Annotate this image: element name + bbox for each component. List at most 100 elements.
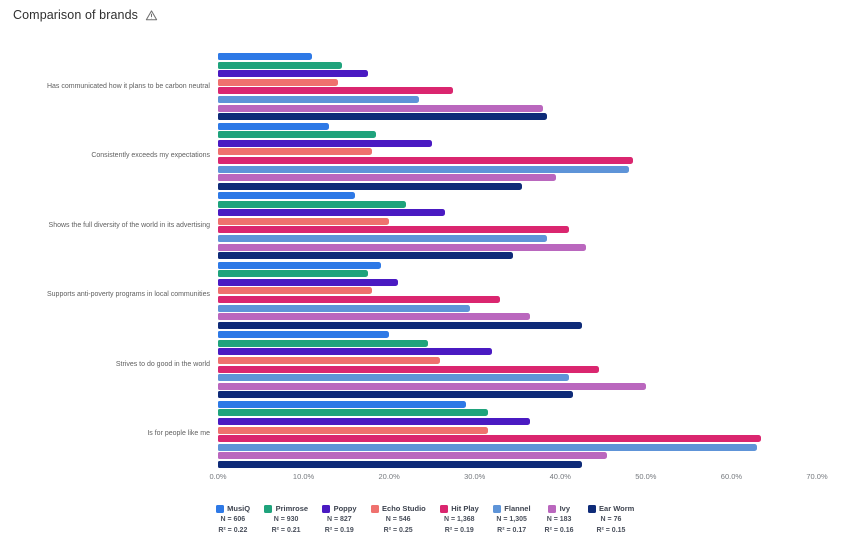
legend-item-header: Flannel — [492, 504, 531, 514]
bar-musiq[interactable] — [218, 331, 390, 339]
bar-primrose[interactable] — [218, 270, 368, 278]
bar-musiq[interactable] — [218, 400, 467, 408]
bar-poppy[interactable] — [218, 209, 445, 217]
bar-primrose[interactable] — [218, 131, 377, 139]
bar-ivy[interactable] — [218, 313, 531, 321]
legend: MusiQ N = 606 R² = 0.22 Primrose N = 930 R² =… — [0, 504, 850, 536]
bar-ear-worm[interactable] — [218, 321, 582, 329]
bar-poppy[interactable] — [218, 417, 531, 425]
category-label: Shows the full diversity of the world in… — [48, 221, 210, 229]
category-label: Is for people like me — [147, 430, 210, 438]
x-tick-label: 20.0% — [378, 472, 400, 481]
bar-echo-studio[interactable] — [218, 148, 373, 156]
bar-poppy[interactable] — [218, 348, 492, 356]
legend-item-poppy[interactable]: Poppy N = 827 R² = 0.19 — [322, 504, 357, 536]
bar-flannel[interactable] — [218, 235, 548, 243]
bar-ivy[interactable] — [218, 452, 608, 460]
bar-ear-worm[interactable] — [218, 252, 514, 260]
bar-ear-worm[interactable] — [218, 113, 548, 121]
x-axis: 0.0% 10.0% 20.0% 30.0% 40.0% 50.0% 60.0% 70.0% — [209, 472, 827, 484]
x-tick-label: 50.0% — [635, 472, 657, 481]
bar-hit-play[interactable] — [218, 156, 634, 164]
legend-series-name: Primrose — [275, 504, 309, 513]
legend-item-ear-worm[interactable]: Ear Worm N = 76 R² = 0.15 — [587, 504, 635, 536]
bar-primrose[interactable] — [218, 200, 407, 208]
legend-sample-size: N = 183 — [546, 516, 572, 523]
bar-hit-play[interactable] — [218, 296, 501, 304]
legend-series-name: Flannel — [504, 504, 531, 513]
bar-musiq[interactable] — [218, 53, 313, 60]
bar-ivy[interactable] — [218, 382, 646, 390]
bar-chart-plot-area: Has communicated how it plans to be carb… — [0, 53, 850, 470]
bar-group — [218, 261, 817, 329]
bar-hit-play[interactable] — [218, 226, 569, 234]
bar-hit-play[interactable] — [218, 87, 454, 95]
legend-item-echo-studio[interactable]: Echo Studio N = 546 R² = 0.25 — [370, 504, 426, 536]
legend-series-name: Ear Worm — [599, 504, 635, 513]
bar-hit-play[interactable] — [218, 365, 599, 373]
warning-icon[interactable] — [145, 9, 158, 22]
bar-ear-worm[interactable] — [218, 182, 522, 190]
legend-series-name: Hit Play — [451, 504, 479, 513]
chart-header: Comparison of brands — [13, 8, 158, 22]
legend-item-header: Ivy — [548, 504, 570, 514]
bar-group — [218, 400, 817, 468]
bar-ivy[interactable] — [218, 174, 556, 182]
legend-item-ivy[interactable]: Ivy N = 183 R² = 0.16 — [545, 504, 574, 536]
legend-item-hit-play[interactable]: Hit Play N = 1,368 R² = 0.19 — [439, 504, 479, 536]
x-tick-label: 10.0% — [292, 472, 315, 481]
bar-flannel[interactable] — [218, 374, 569, 382]
bar-poppy[interactable] — [218, 278, 398, 286]
bar-flannel[interactable] — [218, 443, 758, 451]
legend-series-name: Echo Studio — [382, 504, 426, 513]
legend-item-flannel[interactable]: Flannel N = 1,305 R² = 0.17 — [492, 504, 531, 536]
legend-sample-size: N = 606 — [220, 516, 246, 523]
bar-ear-worm[interactable] — [218, 460, 582, 468]
legend-swatch-ear-worm — [587, 505, 596, 513]
bar-primrose[interactable] — [218, 61, 343, 69]
category-label: Has communicated how it plans to be carb… — [46, 82, 210, 90]
bar-flannel[interactable] — [218, 95, 420, 103]
legend-swatch-hit-play — [439, 505, 448, 513]
bar-echo-studio[interactable] — [218, 356, 441, 364]
bar-echo-studio[interactable] — [218, 78, 338, 86]
bar-flannel[interactable] — [218, 304, 471, 312]
legend-r-squared: R² = 0.25 — [383, 527, 413, 534]
bar-flannel[interactable] — [218, 165, 629, 173]
bar-poppy[interactable] — [218, 70, 368, 78]
bar-ivy[interactable] — [218, 104, 544, 112]
legend-r-squared: R² = 0.21 — [271, 527, 301, 534]
legend-sample-size: N = 76 — [600, 516, 622, 523]
legend-item-primrose[interactable]: Primrose N = 930 R² = 0.21 — [264, 504, 308, 536]
category-group-3: Shows the full diversity of the world in… — [0, 192, 850, 260]
bar-ivy[interactable] — [218, 243, 586, 251]
x-tick-label: 40.0% — [549, 472, 571, 481]
bar-primrose[interactable] — [218, 339, 428, 347]
bar-echo-studio[interactable] — [218, 287, 373, 295]
category-label: Supports anti-poverty programs in local … — [46, 291, 210, 299]
bar-echo-studio[interactable] — [218, 426, 488, 434]
bar-ear-worm[interactable] — [218, 391, 574, 399]
bar-poppy[interactable] — [218, 139, 432, 147]
legend-sample-size: N = 930 — [273, 516, 299, 523]
legend-sample-size: N = 1,305 — [496, 516, 527, 523]
bar-primrose[interactable] — [218, 409, 488, 417]
legend-sample-size: N = 827 — [326, 516, 352, 523]
legend-item-header: Primrose — [264, 504, 308, 514]
chart-title: Comparison of brands — [13, 8, 138, 22]
bar-musiq[interactable] — [218, 261, 381, 269]
x-tick-label: 70.0% — [806, 472, 828, 481]
category-group-6: Is for people like me — [0, 400, 850, 468]
category-group-5: Strives to do good in the world — [0, 331, 850, 399]
category-group-1: Has communicated how it plans to be carb… — [0, 53, 850, 121]
bar-hit-play[interactable] — [218, 435, 762, 443]
bar-echo-studio[interactable] — [218, 217, 390, 225]
legend-series-name: Poppy — [333, 504, 357, 513]
legend-swatch-flannel — [492, 505, 501, 513]
legend-item-header: Ear Worm — [587, 504, 635, 514]
x-tick-label: 30.0% — [464, 472, 486, 481]
bar-musiq[interactable] — [218, 122, 330, 130]
legend-item-musiq[interactable]: MusiQ N = 606 R² = 0.22 — [215, 504, 250, 536]
bar-musiq[interactable] — [218, 192, 355, 200]
